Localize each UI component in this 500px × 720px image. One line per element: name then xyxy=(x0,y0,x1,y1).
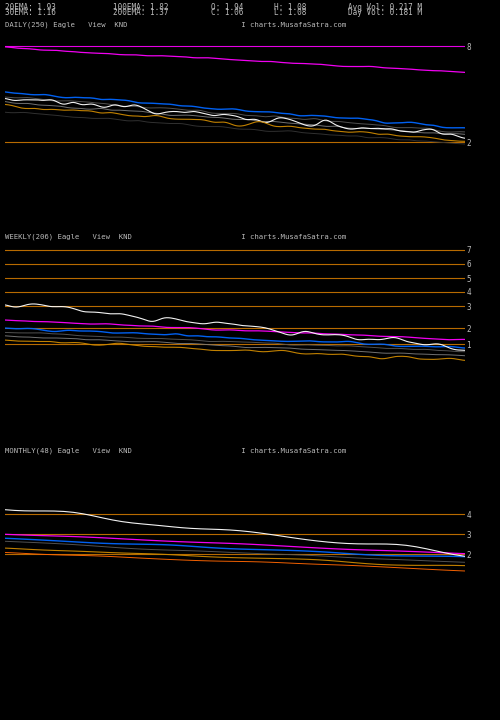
Text: 200EMA: 1.37: 200EMA: 1.37 xyxy=(113,8,168,17)
Text: 100EMA: 1.82: 100EMA: 1.82 xyxy=(113,3,168,12)
Text: 20EMA: 1.93: 20EMA: 1.93 xyxy=(5,3,56,12)
Text: Avg Vol: 0.217 M: Avg Vol: 0.217 M xyxy=(348,3,422,12)
Text: O: 1.94: O: 1.94 xyxy=(211,3,243,12)
Text: 30EMA: 1.16: 30EMA: 1.16 xyxy=(5,8,56,17)
Text: MONTHLY(48) Eagle   View  KND                         I charts.MusafaSatra.com: MONTHLY(48) Eagle View KND I charts.Musa… xyxy=(5,448,346,454)
Text: H: 1.08: H: 1.08 xyxy=(274,3,307,12)
Text: WEEKLY(206) Eagle   View  KND                         I charts.MusafaSatra.com: WEEKLY(206) Eagle View KND I charts.Musa… xyxy=(5,234,346,240)
Text: DAILY(250) Eagle   View  KND                          I charts.MusafaSatra.com: DAILY(250) Eagle View KND I charts.Musaf… xyxy=(5,22,346,28)
Text: L: 1.08: L: 1.08 xyxy=(274,8,307,17)
Text: C: 1.06: C: 1.06 xyxy=(211,8,243,17)
Text: Day Vol: 0.181 M: Day Vol: 0.181 M xyxy=(348,8,422,17)
